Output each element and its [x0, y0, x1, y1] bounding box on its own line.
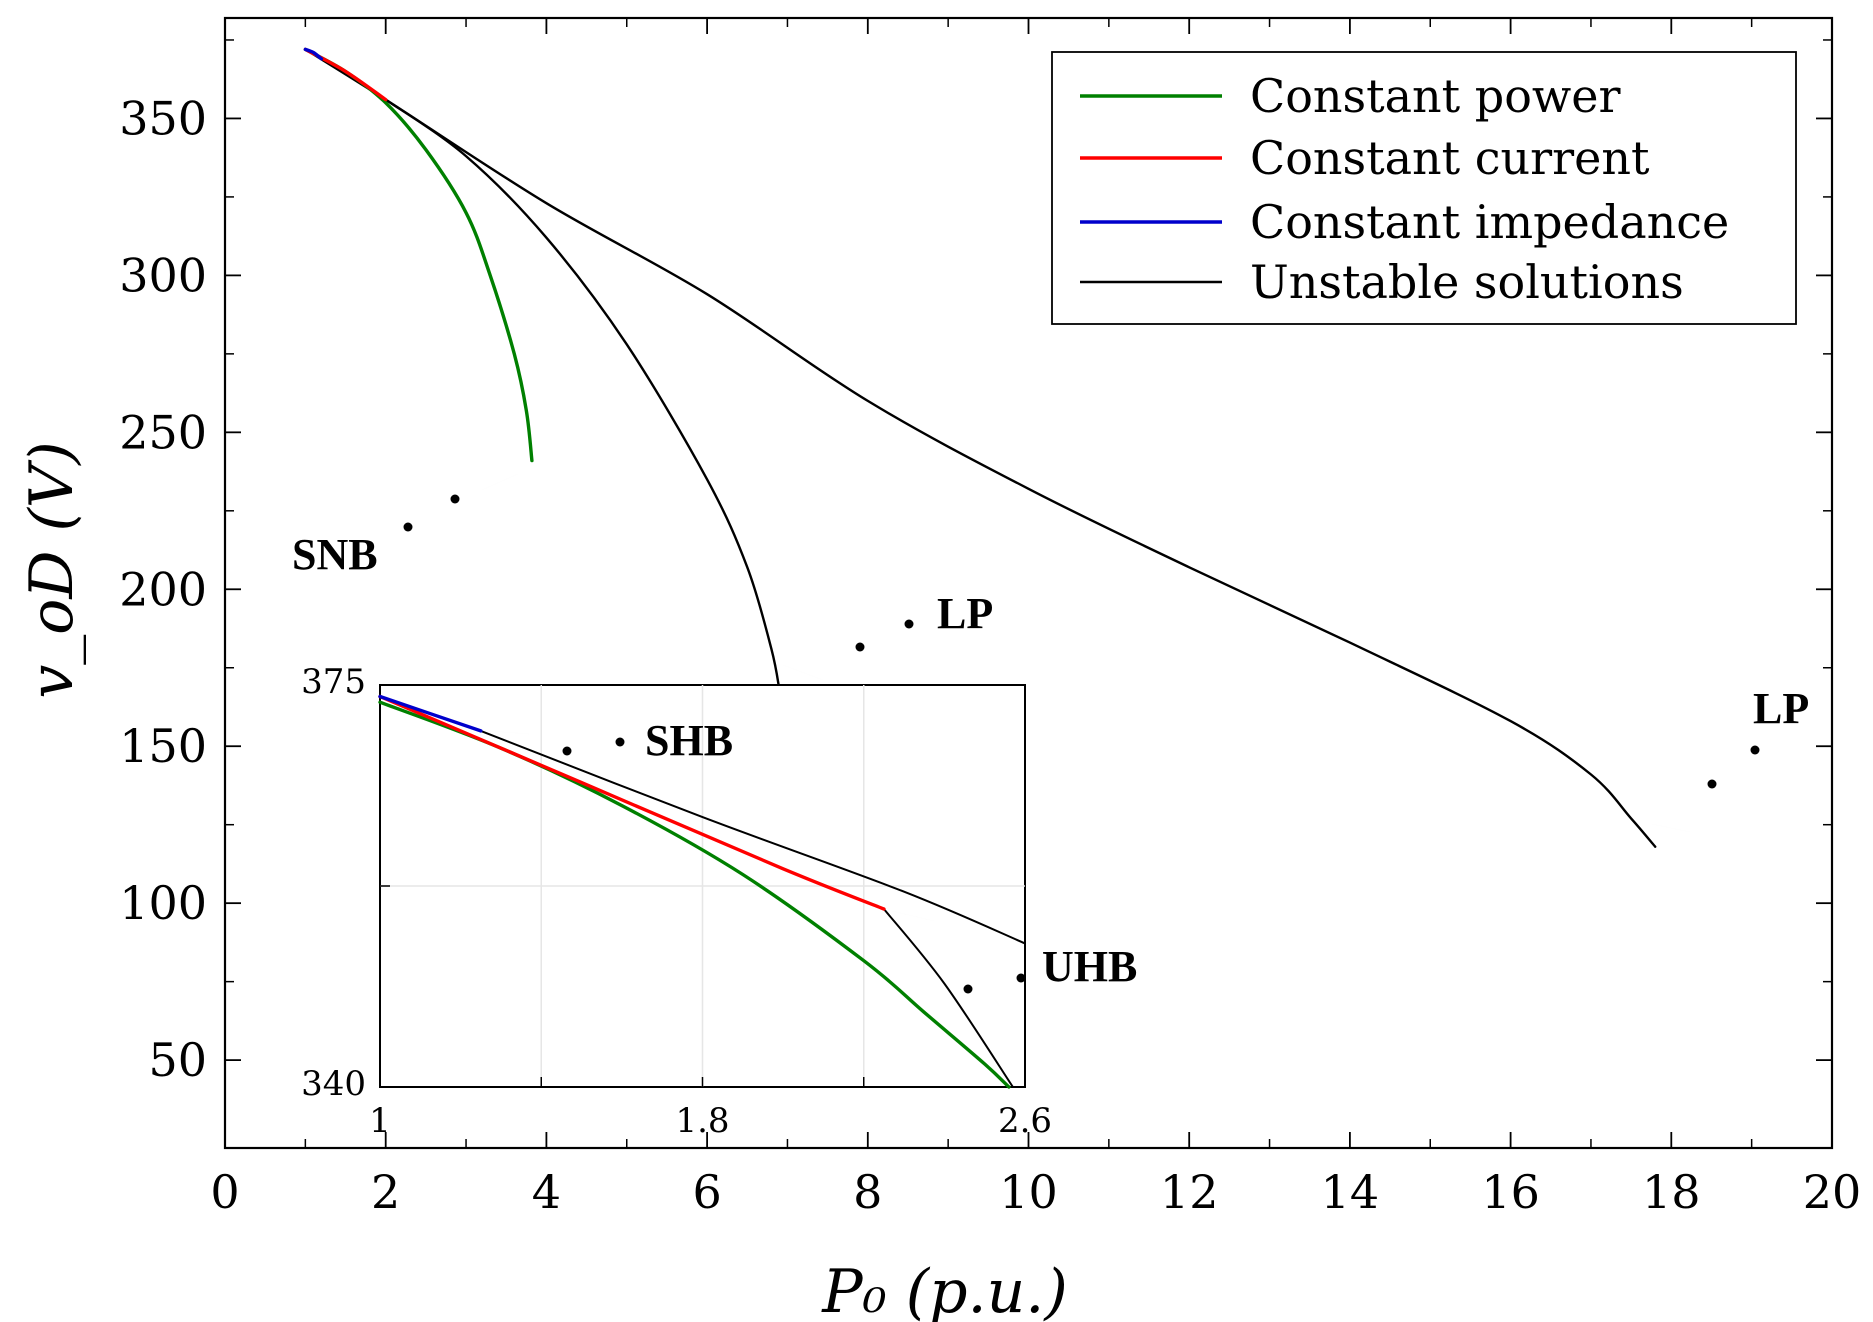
- uhb-leader-dot: [1016, 973, 1026, 983]
- series-line-unstable-solutions: [384, 98, 781, 691]
- y-axis-title: v_oD (V): [17, 441, 87, 698]
- snb-arrow: [481, 473, 518, 491]
- x-tick-label: 8: [853, 1165, 882, 1219]
- inset-x-tick-label: 1: [369, 1101, 391, 1141]
- x-tick-label: 12: [1160, 1165, 1219, 1219]
- series-line-constant-impedance: [303, 47, 324, 61]
- legend-label: Constant power: [1250, 69, 1621, 123]
- legend: Constant power Constant current Constant i…: [1051, 51, 1797, 325]
- annotations: SNB LP LP SHB UHB: [292, 473, 1809, 994]
- y-tick-label: 150: [119, 719, 207, 773]
- lp-label-2: LP: [1753, 684, 1809, 733]
- x-tick-label: 14: [1321, 1165, 1380, 1219]
- snb-label: SNB: [292, 530, 378, 579]
- inset-y-tick-label: 340: [301, 1064, 366, 1104]
- x-tick-label: 4: [532, 1165, 561, 1219]
- series-line-constant-power: [303, 47, 534, 463]
- uhb-leader-dot: [963, 984, 973, 994]
- shb-leader-dot: [615, 737, 625, 747]
- lp-arrow-2: [1651, 823, 1691, 833]
- x-tick-label: 2: [371, 1165, 400, 1219]
- x-tick-label: 0: [210, 1165, 239, 1219]
- y-tick-label: 50: [148, 1033, 207, 1087]
- legend-label: Constant current: [1250, 131, 1650, 185]
- legend-label: Unstable solutions: [1250, 255, 1684, 309]
- y-tick-label: 350: [119, 91, 207, 145]
- inset-plot: 1 1.8 2.6 375 340: [301, 662, 1052, 1141]
- inset-series-line-unstable-solutions: [882, 908, 1014, 1088]
- uhb-label: UHB: [1042, 942, 1137, 991]
- y-tick-label: 100: [119, 876, 207, 930]
- y-tick-label: 300: [119, 248, 207, 302]
- lp-leader-dot: [904, 619, 914, 629]
- y-tick-label: 250: [119, 405, 207, 459]
- y-tick-label: 200: [119, 562, 207, 616]
- lp-leader-dot: [855, 642, 865, 652]
- shb-arrow: [488, 730, 529, 734]
- lp-arrow-1: [782, 664, 824, 681]
- shb-leader-dot: [562, 746, 572, 756]
- series-lines: [303, 47, 1657, 848]
- x-tick-label: 16: [1481, 1165, 1540, 1219]
- x-tick-label: 18: [1642, 1165, 1701, 1219]
- lp-label-1: LP: [937, 589, 993, 638]
- snb-leader-dot: [403, 522, 413, 532]
- shb-label: SHB: [645, 716, 733, 765]
- snb-leader-dot: [450, 494, 460, 504]
- legend-label: Constant impedance: [1250, 195, 1729, 249]
- lp-leader-dot: [1750, 745, 1760, 755]
- inset-x-tick-label: 1.8: [675, 1101, 729, 1141]
- axis-ticks: 0 2 4 6 8 10 12 14 16 18 20 50 100 150 200 250 300 350: [119, 18, 1861, 1219]
- inset-series-line-constant-impedance: [378, 694, 483, 733]
- x-axis-title: P₀ (p.u.): [821, 1257, 1068, 1322]
- x-tick-label: 10: [999, 1165, 1058, 1219]
- x-tick-label: 6: [692, 1165, 721, 1219]
- inset-x-tick-label: 2.6: [998, 1101, 1052, 1141]
- uhb-arrow: [891, 910, 934, 921]
- x-tick-label: 20: [1803, 1165, 1862, 1219]
- inset-series-line-constant-current: [378, 694, 886, 911]
- lp-leader-dot: [1707, 779, 1717, 789]
- inset-y-tick-label: 375: [301, 662, 366, 702]
- inset-series-line-unstable-solutions: [479, 729, 1026, 945]
- series-line-unstable-solutions: [304, 48, 1657, 848]
